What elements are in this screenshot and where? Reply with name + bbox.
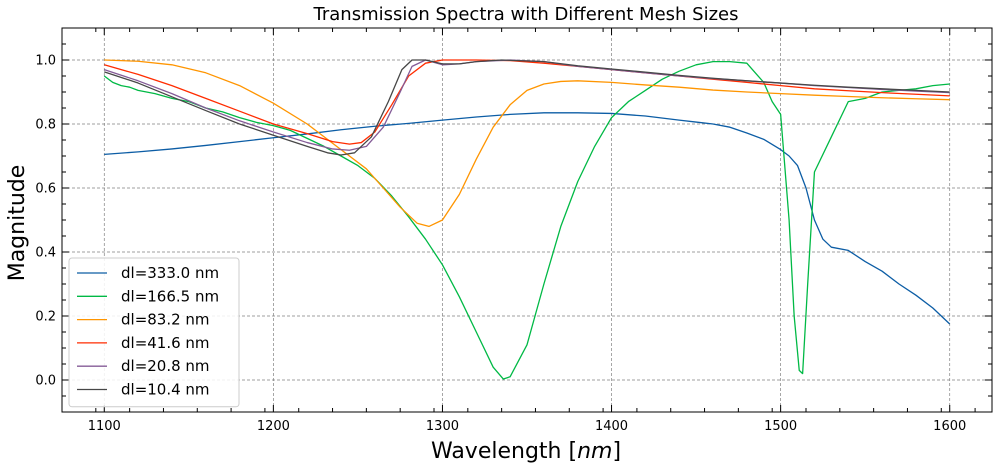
chart-title: Transmission Spectra with Different Mesh… [313,4,739,25]
x-axis-label-bracket-open: [ [561,439,577,464]
series-line-2 [104,59,950,228]
y-tick-label-3: 0.6 [35,182,56,197]
legend-label-0: dl=333.0 nm [121,264,219,282]
legend-box [68,257,240,408]
legend-label-4: dl=20.8 nm [121,357,210,375]
legend-label-2: dl=83.2 nm [121,311,210,329]
y-tick-label-1: 0.2 [35,310,56,325]
x-tick-label-0: 1100 [88,419,121,434]
series-line-3 [104,59,950,145]
x-tick-label-4: 1500 [764,419,797,434]
x-axis-label: Wavelength [nm] [431,439,621,464]
series-layer [103,59,951,380]
legend: dl=333.0 nm dl=166.5 nm dl=83.2 nm dl=41.6 … [68,257,240,408]
y-tick-label-0: 0.0 [35,374,56,389]
series-line-4 [104,59,950,151]
y-tick-label-4: 0.8 [35,118,56,133]
x-tick-label-1: 1200 [257,419,290,434]
legend-label-3: dl=41.6 nm [121,334,210,352]
legend-label-1: dl=166.5 nm [121,287,219,305]
x-tick-label-3: 1400 [595,419,628,434]
x-axis-unit: nm [577,439,612,464]
x-tick-label-2: 1300 [426,419,459,434]
x-tick-label-5: 1600 [933,419,966,434]
legend-label-5: dl=10.4 nm [121,381,210,399]
y-axis-label: Magnitude [5,165,30,282]
x-axis-label-bracket-close: ] [612,439,621,464]
ticks: 1100 1200 1300 1400 1500 1600 0.0 0.2 0.4 0.6 0.8 1… [35,27,992,434]
y-tick-label-5: 1.0 [35,54,56,69]
y-tick-label-2: 0.4 [35,246,56,261]
series-line-1 [103,60,950,380]
series-line-5 [104,59,950,156]
x-axis-label-text: Wavelength [431,439,562,464]
